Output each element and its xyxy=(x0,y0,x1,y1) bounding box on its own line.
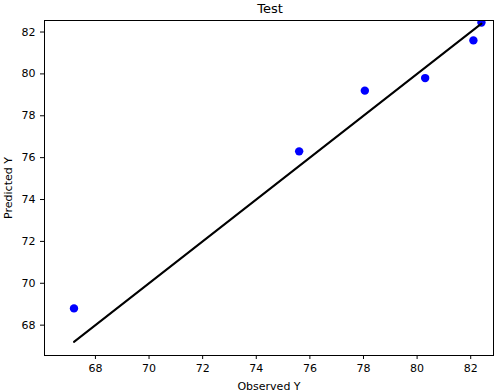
svg-text:72: 72 xyxy=(196,362,210,375)
svg-text:Predicted Y: Predicted Y xyxy=(2,157,15,219)
svg-text:72: 72 xyxy=(22,235,36,248)
svg-text:Observed Y: Observed Y xyxy=(237,380,300,392)
svg-text:82: 82 xyxy=(464,362,478,375)
svg-text:80: 80 xyxy=(22,67,36,80)
svg-text:68: 68 xyxy=(88,362,102,375)
svg-text:70: 70 xyxy=(22,277,36,290)
svg-text:68: 68 xyxy=(22,319,36,332)
svg-text:82: 82 xyxy=(22,26,36,39)
svg-text:80: 80 xyxy=(410,362,424,375)
svg-text:74: 74 xyxy=(22,193,36,206)
svg-text:76: 76 xyxy=(303,362,317,375)
svg-text:78: 78 xyxy=(22,109,36,122)
svg-text:78: 78 xyxy=(356,362,370,375)
svg-text:74: 74 xyxy=(249,362,263,375)
svg-text:76: 76 xyxy=(22,151,36,164)
html-text:Test: Test xyxy=(257,1,283,16)
svg-text:70: 70 xyxy=(142,362,156,375)
